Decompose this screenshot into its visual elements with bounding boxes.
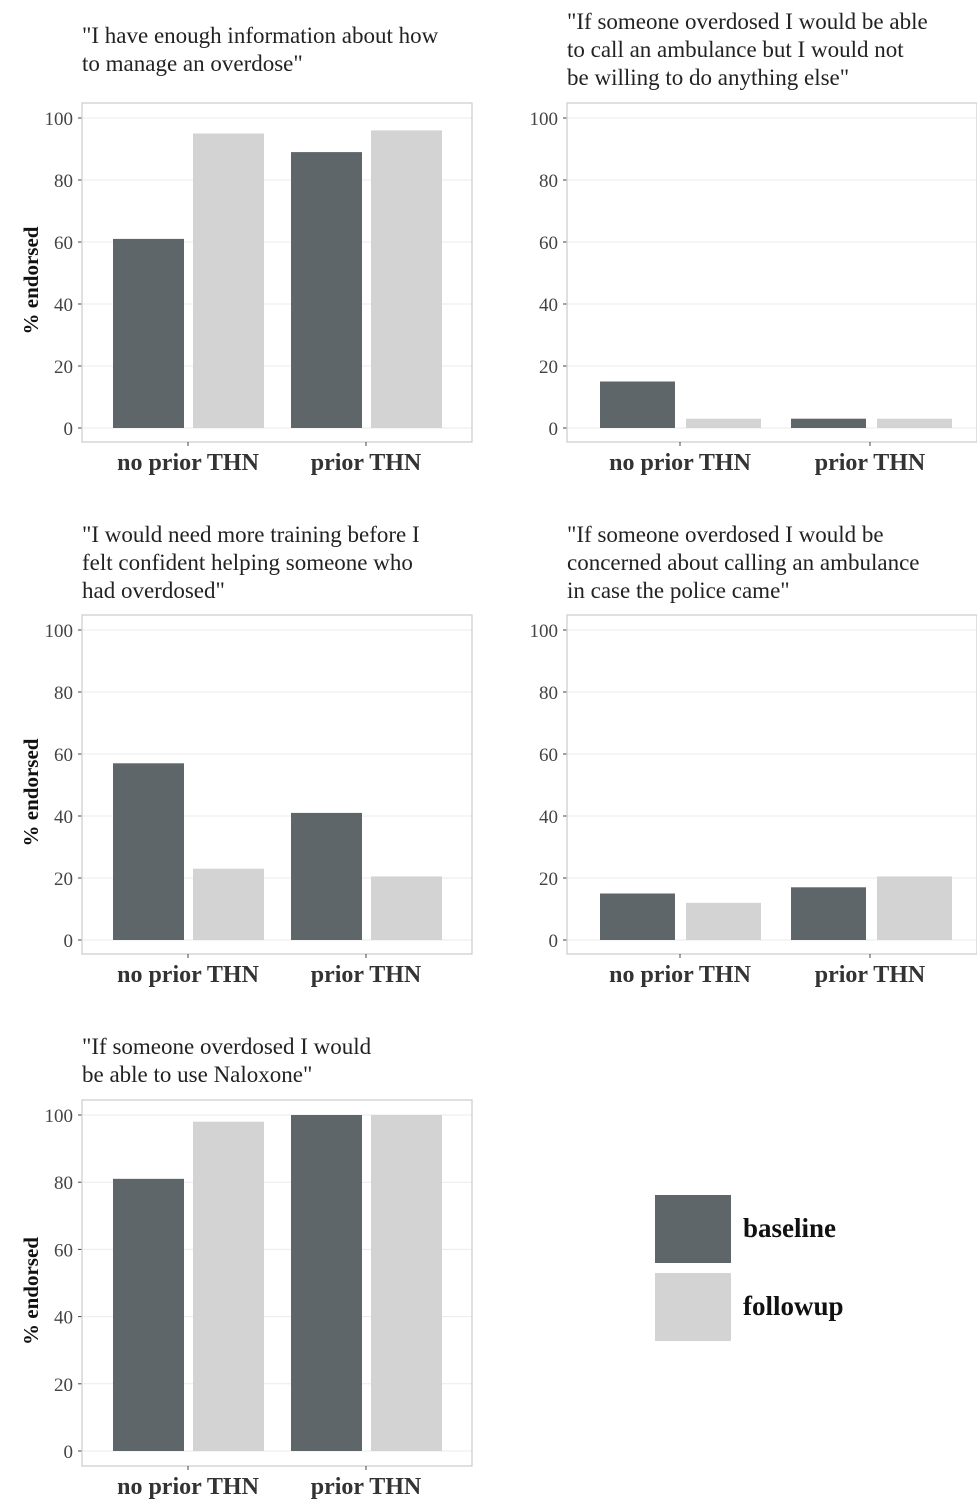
y-tick-label: 0 (549, 419, 559, 440)
y-tick-label: 100 (530, 621, 559, 642)
y-tick-label: 60 (54, 1240, 73, 1261)
plot-frame (81, 1099, 473, 1467)
plot-frame (566, 614, 977, 955)
x-category-label: prior THN (815, 450, 926, 476)
bar-followup (371, 876, 442, 940)
chart-title-3: "I would need more training before I fel… (82, 522, 420, 603)
x-category-label: prior THN (815, 962, 926, 988)
y-tick-label: 80 (54, 171, 73, 192)
bar-baseline (113, 238, 184, 428)
chart-title-1: "I have enough information about how to … (82, 23, 439, 76)
legend-label-followup: followup (743, 1291, 844, 1321)
y-tick-label: 20 (54, 357, 73, 378)
plot-frame (566, 102, 977, 443)
y-tick-label: 80 (54, 683, 73, 704)
y-tick-label: 80 (539, 171, 558, 192)
y-tick-label: 40 (539, 295, 558, 316)
chart-panel-1: 0 20 40 60 80 100 no prior THN prior THN % endor… (19, 102, 473, 476)
bar-followup (193, 1121, 264, 1451)
y-tick-label: 60 (539, 233, 558, 254)
bar-followup (371, 130, 442, 428)
y-tick-label: 0 (64, 1442, 74, 1463)
legend: baseline followup (655, 1195, 915, 1351)
plot-frame (81, 614, 473, 955)
chart-title-2: "If someone overdosed I would be able to… (567, 9, 928, 90)
bar-baseline (291, 152, 362, 428)
y-tick-label: 100 (530, 109, 559, 130)
bar-baseline (291, 812, 362, 940)
bar-baseline (791, 887, 866, 940)
legend-label-baseline: baseline (743, 1213, 837, 1243)
y-tick-label: 40 (54, 807, 73, 828)
y-tick-label: 20 (539, 869, 558, 890)
y-tick-label: 40 (539, 807, 558, 828)
x-category-label: prior THN (311, 1474, 422, 1499)
chart-panel-4: 0 20 40 60 80 100 no prior THN prior THN (530, 614, 977, 988)
bar-followup (877, 876, 952, 940)
y-tick-label: 80 (539, 683, 558, 704)
bar-baseline (600, 893, 675, 940)
chart-title-5: "If someone overdosed I would be able to… (82, 1034, 372, 1087)
y-axis-label: % endorsed (19, 738, 43, 846)
bar-followup (686, 902, 761, 940)
y-axis-label: % endorsed (19, 226, 43, 334)
legend-item-followup: followup (655, 1273, 915, 1351)
y-tick-label: 100 (45, 109, 74, 130)
y-tick-label: 80 (54, 1173, 73, 1194)
x-category-label: no prior THN (117, 450, 259, 476)
bar-baseline (113, 763, 184, 940)
y-tick-label: 40 (54, 1308, 73, 1329)
y-tick-label: 60 (54, 233, 73, 254)
chart-title-4: "If someone overdosed I would be concern… (567, 522, 920, 603)
chart-panel-5: 0 20 40 60 80 100 no prior THN prior THN % endor… (19, 1099, 473, 1499)
bar-baseline (791, 418, 866, 428)
y-tick-label: 0 (64, 419, 74, 440)
y-tick-label: 0 (549, 931, 559, 952)
legend-swatch-followup (655, 1273, 731, 1341)
x-category-label: no prior THN (609, 450, 751, 476)
y-tick-label: 100 (45, 1106, 74, 1127)
bar-followup (193, 868, 264, 940)
bar-followup (193, 133, 264, 428)
x-category-label: prior THN (311, 962, 422, 988)
y-tick-label: 20 (539, 357, 558, 378)
y-axis-label: % endorsed (19, 1237, 43, 1345)
chart-panel-3: 0 20 40 60 80 100 no prior THN prior THN % endor… (19, 614, 473, 988)
legend-item-baseline: baseline (655, 1195, 915, 1273)
bar-followup (877, 418, 952, 428)
y-tick-label: 20 (54, 1375, 73, 1396)
y-tick-label: 60 (539, 745, 558, 766)
legend-swatch-baseline (655, 1195, 731, 1263)
y-tick-label: 100 (45, 621, 74, 642)
x-category-label: no prior THN (609, 962, 751, 988)
y-tick-label: 60 (54, 745, 73, 766)
y-tick-label: 40 (54, 295, 73, 316)
x-category-label: no prior THN (117, 1474, 259, 1499)
y-tick-label: 0 (64, 931, 74, 952)
bar-baseline (291, 1115, 362, 1451)
y-tick-label: 20 (54, 869, 73, 890)
bar-followup (686, 418, 761, 428)
bar-followup (371, 1115, 442, 1451)
chart-panel-2: 0 20 40 60 80 100 no prior THN prior THN (530, 102, 977, 476)
bar-baseline (600, 381, 675, 428)
bar-baseline (113, 1178, 184, 1451)
x-category-label: prior THN (311, 450, 422, 476)
plot-frame (81, 102, 473, 443)
x-category-label: no prior THN (117, 962, 259, 988)
